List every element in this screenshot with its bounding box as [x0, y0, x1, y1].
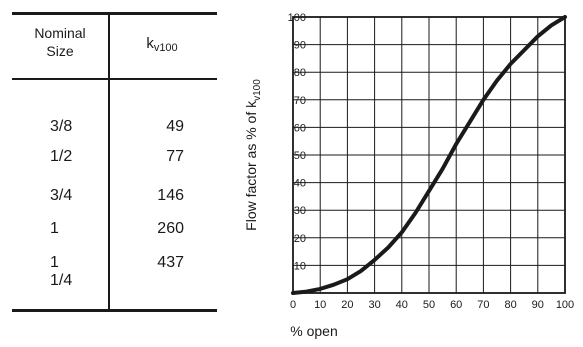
table-bottom-rule [12, 309, 217, 312]
y-axis-label: Flow factor as % of kv100 [243, 79, 263, 231]
cell-kv: 146 [157, 187, 184, 204]
table-row: 3/8 49 [12, 118, 217, 144]
table-header-rule [12, 78, 217, 80]
table-top-rule [12, 12, 217, 15]
header-kv-sub: v100 [153, 42, 178, 54]
table-row: 1 260 [12, 220, 217, 246]
cell-kv: 260 [157, 220, 184, 237]
x-tick-label: 20 [341, 299, 353, 311]
table-row: 1 1/4 437 [12, 254, 217, 289]
plot-frame [292, 16, 566, 294]
y-tick-label: 100 [288, 12, 306, 24]
cell-size: 3/8 [50, 118, 73, 135]
y-tick-label: 50 [294, 150, 306, 162]
header-kv100: kv100 [122, 34, 202, 57]
x-tick-label: 40 [396, 299, 408, 311]
y-tick-label: 70 [294, 95, 306, 107]
x-tick-label: 50 [423, 299, 435, 311]
y-tick-label: 20 [294, 233, 306, 245]
x-axis-label: % open [290, 323, 337, 339]
header-size-line2: Size [46, 43, 74, 59]
cell-size: 1 [50, 220, 59, 237]
cell-size: 3/4 [50, 187, 73, 204]
x-tick-label: 0 [290, 299, 296, 311]
cell-kv: 77 [166, 148, 184, 165]
chart-grid [292, 16, 566, 294]
table-row: 3/4 146 [12, 187, 217, 213]
y-tick-label: 30 [294, 205, 306, 217]
y-tick-label: 60 [294, 122, 306, 134]
cell-kv: 437 [157, 254, 184, 271]
x-tick-label: 100 [556, 299, 574, 311]
x-tick-label: 90 [532, 299, 544, 311]
cell-size: 1 1/4 [50, 254, 73, 289]
y-tick-label: 40 [294, 178, 306, 190]
series-line [291, 15, 567, 295]
y-tick-label: 80 [294, 67, 306, 79]
cell-kv: 49 [166, 118, 184, 135]
y-axis-label-main: Flow factor as % of k [243, 100, 259, 231]
table-column-divider [108, 12, 110, 310]
chart-tick-labels: 0 10 20 30 40 50 60 70 80 90 100 10 20 30 40 50 60 70 80 90… [288, 12, 575, 311]
x-tick-label: 70 [477, 299, 489, 311]
table-row: 1/2 77 [12, 148, 217, 174]
x-tick-label: 60 [450, 299, 462, 311]
size-kv-table: Nominal Size kv100 3/8 49 1/2 77 3/4 146… [12, 0, 217, 347]
header-nominal-size: Nominal Size [22, 24, 98, 60]
x-tick-label: 80 [504, 299, 516, 311]
chart-series [291, 15, 567, 295]
y-axis-label-sub: v100 [252, 79, 263, 101]
x-tick-label: 30 [368, 299, 380, 311]
header-size-line1: Nominal [34, 25, 86, 41]
cell-size: 1/2 [50, 148, 73, 165]
y-tick-label: 90 [294, 40, 306, 52]
flow-factor-chart: 0 10 20 30 40 50 60 70 80 90 100 10 20 30 40 50 60 70 80 90… [243, 12, 575, 339]
x-tick-label: 10 [314, 299, 326, 311]
header-kv-main: k [146, 35, 154, 52]
y-tick-label: 10 [294, 260, 306, 272]
